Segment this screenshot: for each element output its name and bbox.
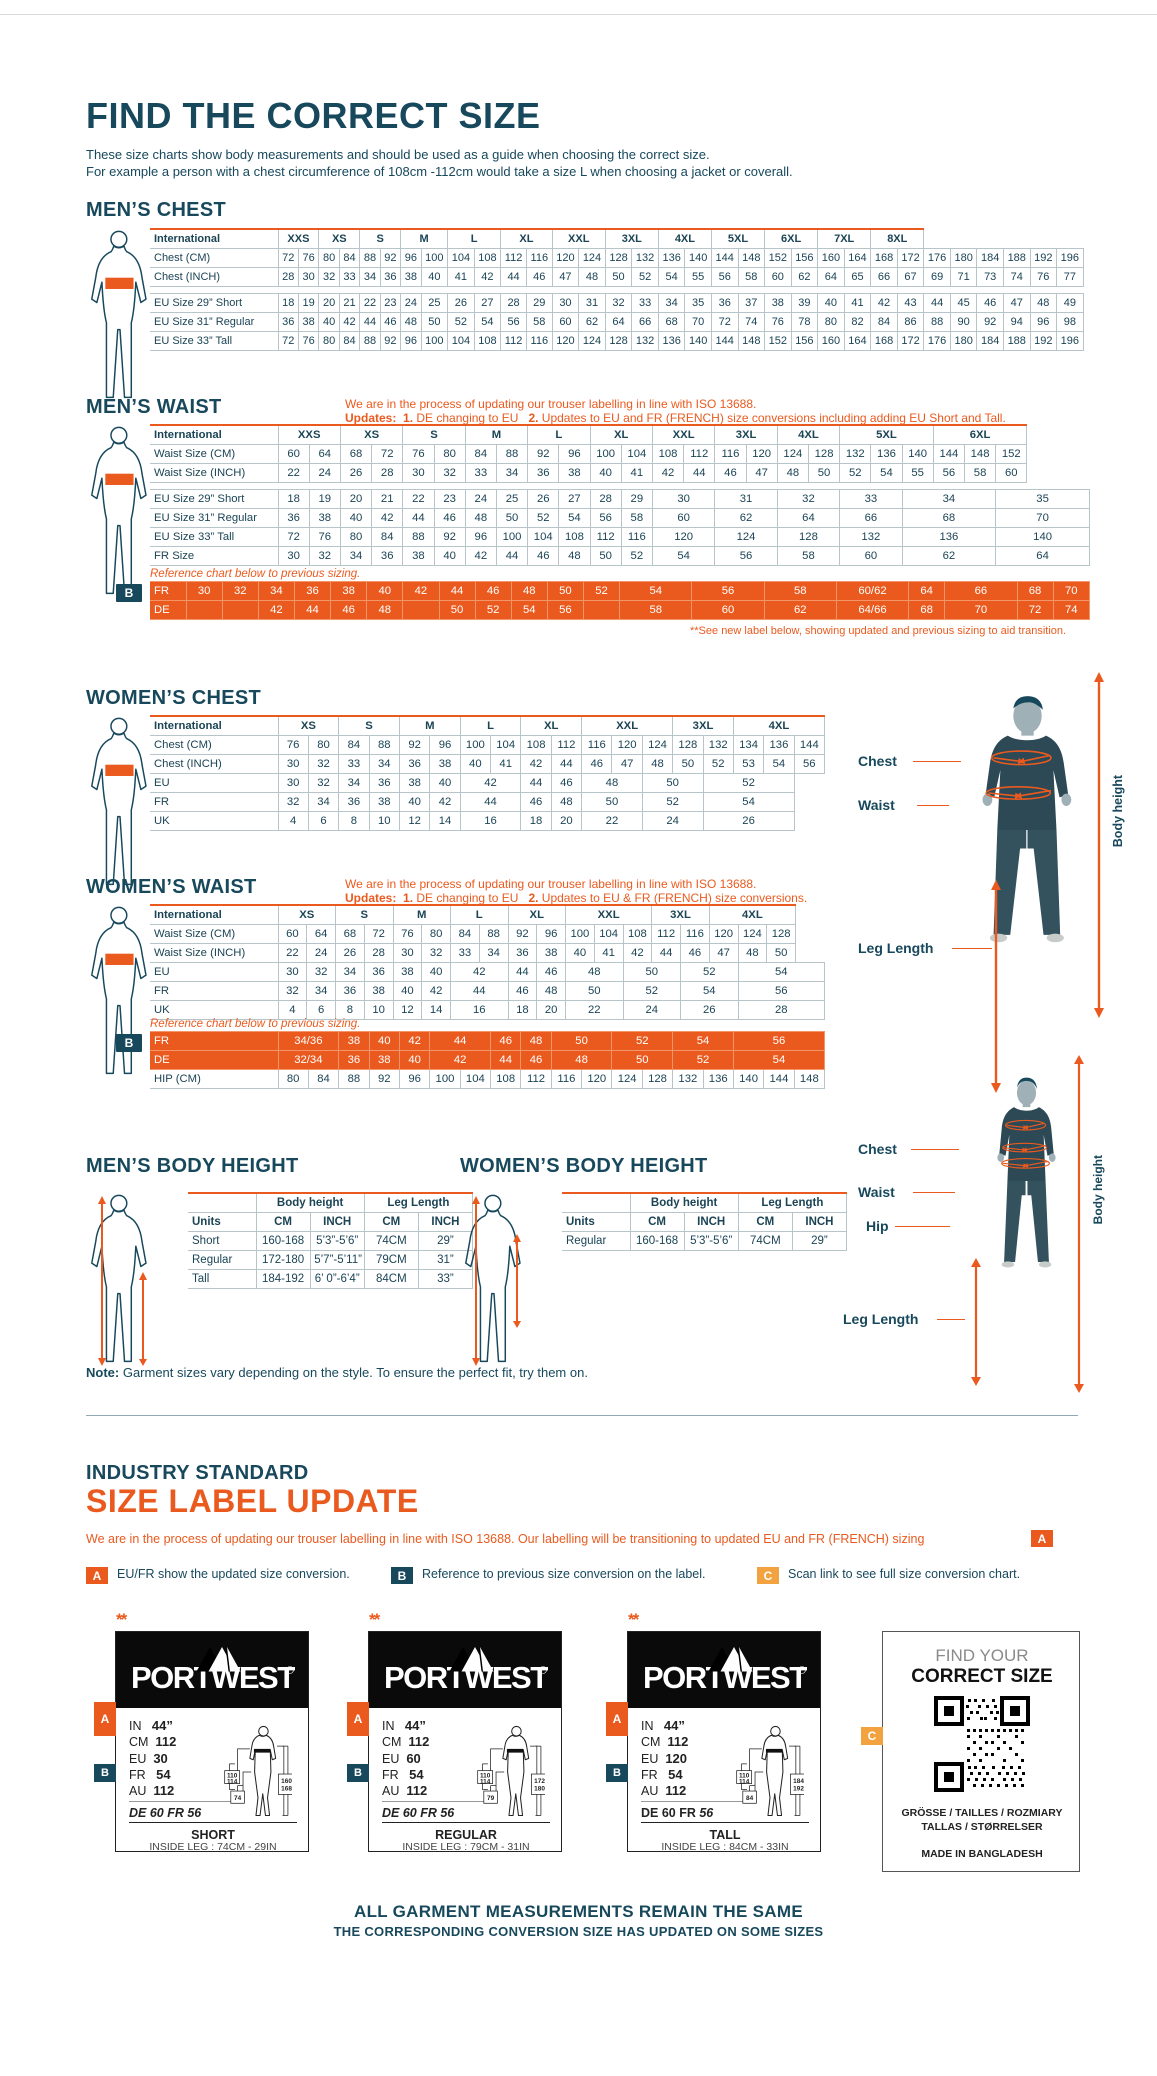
svg-text:74: 74 <box>234 1795 242 1802</box>
svg-text:180: 180 <box>534 1785 545 1792</box>
svg-text:79: 79 <box>487 1795 495 1802</box>
svg-text:172: 172 <box>534 1778 545 1785</box>
svg-text:114: 114 <box>739 1779 750 1786</box>
svg-text:114: 114 <box>227 1779 238 1786</box>
svg-text:160: 160 <box>281 1778 292 1785</box>
svg-text:184: 184 <box>793 1778 804 1785</box>
svg-text:114: 114 <box>480 1779 491 1786</box>
svg-text:192: 192 <box>793 1785 804 1792</box>
svg-text:168: 168 <box>281 1785 292 1792</box>
svg-text:84: 84 <box>746 1795 754 1802</box>
